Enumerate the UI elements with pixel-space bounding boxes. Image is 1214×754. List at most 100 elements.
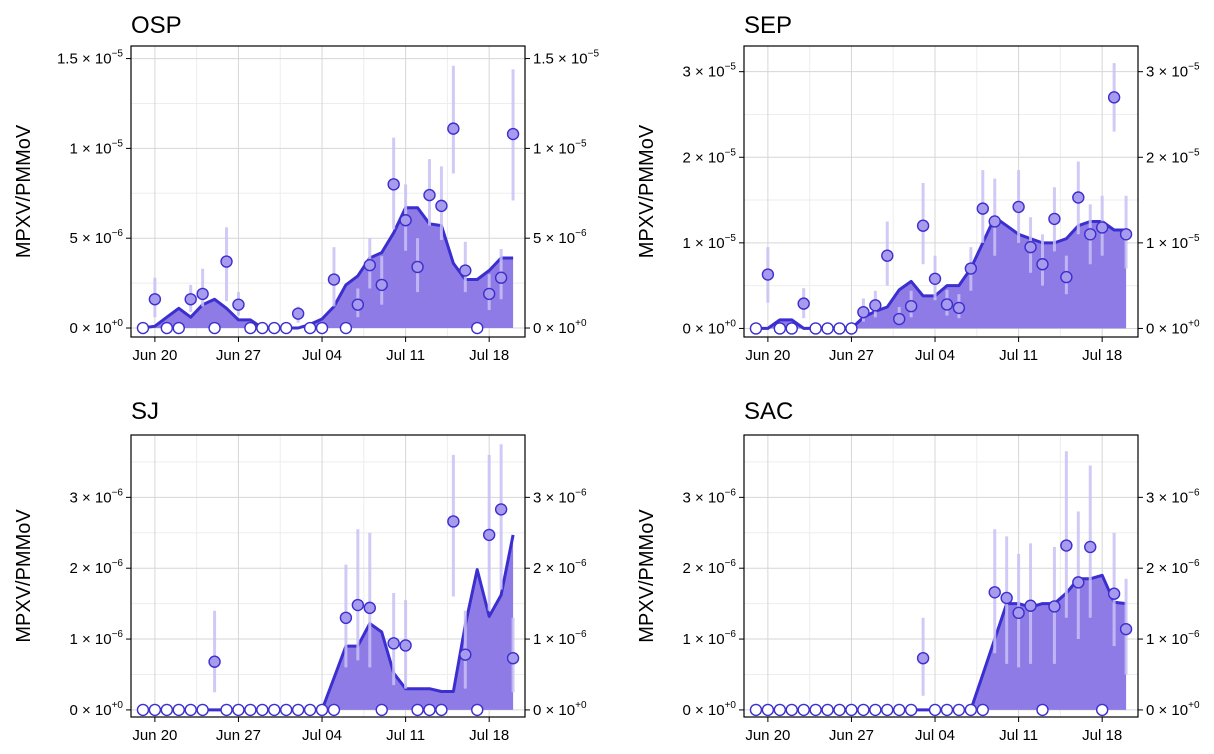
data-point (940, 298, 954, 311)
data-point-nondetect (893, 703, 906, 717)
tick-exponent: −6 (112, 558, 124, 569)
x-tick-label: Jul 04 (915, 727, 955, 744)
x-tick-label: Jul 11 (386, 347, 425, 364)
data-point (232, 298, 245, 311)
data-point-nondetect (256, 321, 269, 335)
tick-mantissa: 0 × 10 (1146, 320, 1188, 337)
y-tick-label-right: 3 × 10−5 (1146, 62, 1200, 81)
x-tick-label: Jun 27 (829, 727, 874, 744)
data-point-nondetect (303, 321, 317, 335)
tick-exponent: −6 (575, 629, 587, 640)
y-axis-label: MPXV/PMMoV (636, 124, 658, 258)
panel-title: SJ (131, 398, 159, 425)
tick-exponent: −6 (575, 487, 587, 498)
data-point (399, 214, 412, 227)
data-point (339, 611, 353, 625)
data-point-nondetect (244, 703, 257, 717)
y-tick-label-left: 3 × 10−6 (682, 487, 736, 506)
y-tick-label-right: 2 × 10−5 (1146, 147, 1200, 166)
plot-frame (130, 45, 526, 338)
data-point (351, 298, 365, 311)
data-point (220, 255, 233, 268)
tick-mantissa: 1 × 10 (1146, 631, 1188, 648)
tick-mantissa: 2 × 10 (682, 560, 724, 577)
data-point-nondetect (809, 703, 822, 717)
data-point (1048, 600, 1061, 613)
tick-mantissa: 2 × 10 (1146, 149, 1188, 166)
data-point-nondetect (160, 703, 174, 717)
data-points (136, 122, 520, 335)
data-point (761, 268, 775, 281)
y-tick-label-right: 2 × 10−6 (1146, 558, 1200, 577)
tick-exponent: −6 (1188, 629, 1200, 640)
data-point (964, 262, 978, 275)
data-point (482, 528, 496, 542)
data-point (1024, 599, 1037, 612)
tick-mantissa: 2 × 10 (533, 560, 575, 577)
x-tick-label: Jun 27 (829, 347, 874, 364)
data-point (1095, 221, 1109, 234)
y-tick-label-right: 0 × 10+0 (1146, 700, 1200, 719)
tick-exponent: −5 (725, 62, 737, 73)
data-point-nondetect (148, 703, 162, 717)
tick-mantissa: 1.5 × 10 (57, 51, 112, 68)
tick-exponent: −6 (1188, 558, 1200, 569)
grid (131, 46, 525, 337)
data-point-nondetect (976, 703, 989, 717)
data-points (136, 503, 520, 717)
tick-mantissa: 0 × 10 (1146, 702, 1188, 719)
data-point-nondetect (761, 703, 775, 717)
tick-mantissa: 2 × 10 (682, 149, 724, 166)
data-point-nondetect (471, 321, 484, 335)
data-point-nondetect (785, 703, 798, 717)
data-point (952, 301, 966, 315)
x-tick-label: Jul 18 (469, 727, 509, 744)
tick-exponent: +0 (575, 318, 587, 329)
data-point-nondetect (268, 703, 281, 717)
y-tick-label-right: 0 × 10+0 (533, 700, 587, 719)
data-point (1084, 228, 1097, 241)
tick-exponent: −6 (575, 558, 587, 569)
tick-exponent: −5 (1188, 233, 1200, 244)
data-point (1036, 258, 1049, 271)
data-point (1072, 191, 1085, 204)
data-point-nondetect (773, 703, 787, 717)
trend-area (755, 575, 1127, 710)
tick-mantissa: 5 × 10 (69, 230, 111, 247)
data-point (869, 299, 882, 312)
x-tick-label: Jun 27 (216, 347, 261, 364)
data-point-nondetect (797, 703, 810, 717)
tick-mantissa: 1 × 10 (682, 235, 724, 252)
x-tick-label: Jun 20 (745, 727, 790, 744)
y-tick-label-left: 1 × 10−6 (69, 629, 123, 648)
data-point (1107, 587, 1121, 600)
tick-exponent: +0 (1188, 318, 1200, 329)
data-point (148, 293, 162, 306)
tick-mantissa: 0 × 10 (533, 702, 575, 719)
tick-exponent: +0 (112, 318, 124, 329)
tick-exponent: −6 (575, 228, 587, 239)
data-point (916, 651, 930, 665)
data-point-nondetect (952, 703, 966, 717)
tick-exponent: −6 (725, 558, 737, 569)
data-point (1107, 91, 1121, 104)
x-tick-label: Jul 11 (386, 727, 425, 744)
tick-mantissa: 1 × 10 (1146, 235, 1188, 252)
x-tick-label: Jul 04 (302, 347, 342, 364)
panel-title: SAC (744, 398, 793, 425)
data-point-nondetect (833, 322, 846, 335)
tick-exponent: −5 (575, 138, 587, 149)
tick-exponent: −5 (725, 147, 737, 158)
y-tick-label-left: 2 × 10−6 (682, 558, 736, 577)
tick-exponent: +0 (725, 700, 737, 711)
data-point (1060, 270, 1073, 284)
data-point (351, 598, 365, 612)
y-tick-label-left: 3 × 10−6 (69, 487, 123, 506)
y-tick-label-left: 2 × 10−5 (682, 147, 736, 166)
data-point (375, 278, 388, 292)
data-point-nondetect (857, 703, 870, 717)
y-tick-label-right: 1 × 10−5 (533, 138, 587, 157)
data-point (459, 264, 472, 277)
